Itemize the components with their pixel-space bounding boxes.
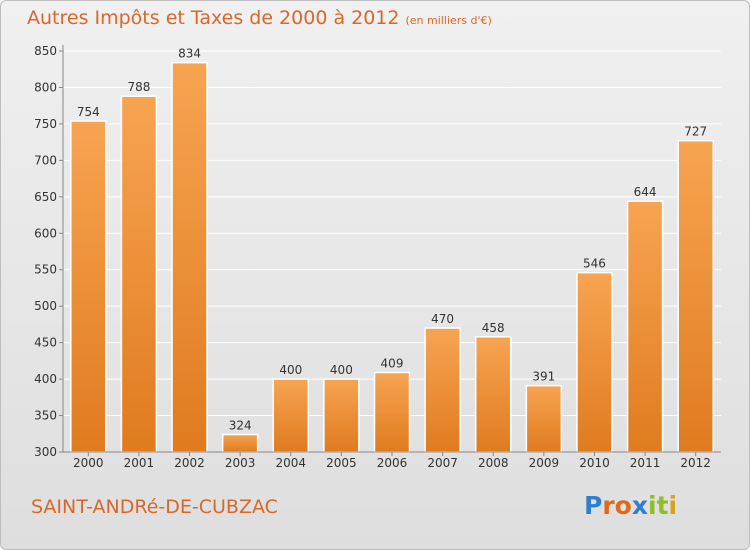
x-tick-label: 2004 <box>275 456 306 470</box>
x-tick-label: 2009 <box>529 456 560 470</box>
bar-2012 <box>677 139 714 453</box>
data-label: 400 <box>279 363 302 377</box>
logo-letter: r <box>602 491 615 520</box>
y-tick-label: 550 <box>34 263 57 277</box>
x-tick-label: 2003 <box>225 456 256 470</box>
bar-2000 <box>70 120 107 453</box>
x-tick-label: 2012 <box>680 456 711 470</box>
data-label: 409 <box>381 357 404 371</box>
logo-letter: P <box>584 491 603 520</box>
data-label: 470 <box>431 312 454 326</box>
bar-2003 <box>221 433 259 453</box>
bar-2005 <box>323 378 360 453</box>
x-tick-label: 2006 <box>377 456 408 470</box>
bar-2007 <box>424 327 461 453</box>
x-tick-label: 2005 <box>326 456 357 470</box>
y-tick-label: 400 <box>34 372 57 386</box>
y-tick-label: 650 <box>34 190 57 204</box>
x-tick-label: 2007 <box>427 456 458 470</box>
bar-2009 <box>525 384 563 453</box>
x-tick-label: 2001 <box>124 456 155 470</box>
y-tick-label: 500 <box>34 299 57 313</box>
x-tick-label: 2000 <box>73 456 104 470</box>
logo-letter: o <box>614 491 632 520</box>
data-label: 391 <box>532 370 555 384</box>
logo-letter: i <box>648 491 657 520</box>
logo-letter: x <box>631 491 648 520</box>
bar-2011 <box>626 200 664 453</box>
bar-2004 <box>272 378 310 453</box>
y-tick-label: 800 <box>34 80 57 94</box>
bar-2002 <box>171 61 208 453</box>
data-label: 324 <box>229 419 252 433</box>
data-label: 727 <box>684 125 707 139</box>
logo-letter: i <box>668 491 678 520</box>
data-label: 788 <box>127 80 150 94</box>
data-label: 834 <box>178 47 201 61</box>
x-tick-label: 2010 <box>579 456 610 470</box>
y-tick-label: 450 <box>34 336 57 350</box>
y-tick-label: 600 <box>34 226 57 240</box>
x-tick-label: 2002 <box>174 456 205 470</box>
y-tick-label: 850 <box>34 44 57 58</box>
logo-letter: t <box>656 491 669 520</box>
x-tick-label: 2011 <box>630 456 661 470</box>
y-tick-label: 700 <box>34 153 57 167</box>
proxiti-logo: Proxiti <box>584 491 677 520</box>
y-tick-label: 350 <box>34 409 57 423</box>
bar-2008 <box>474 336 512 453</box>
data-label: 644 <box>634 185 657 199</box>
chart-title-main: Autres Impôts et Taxes de 2000 à 2012 <box>27 7 400 29</box>
data-label: 400 <box>330 363 353 377</box>
data-label: 546 <box>583 257 606 271</box>
y-tick-label: 300 <box>34 445 57 459</box>
y-tick-label: 750 <box>34 117 57 131</box>
data-label: 458 <box>482 321 505 335</box>
chart-subtitle: (en milliers d'€) <box>405 14 492 27</box>
bar-2006 <box>373 371 411 453</box>
bar-2001 <box>120 95 158 453</box>
chart-title: Autres Impôts et Taxes de 2000 à 2012 (en… <box>27 7 492 29</box>
data-label: 754 <box>77 105 100 119</box>
x-tick-label: 2008 <box>478 456 509 470</box>
city-name: SAINT-ANDRé-DE-CUBZAC <box>31 496 278 518</box>
bar-2010 <box>576 271 613 453</box>
